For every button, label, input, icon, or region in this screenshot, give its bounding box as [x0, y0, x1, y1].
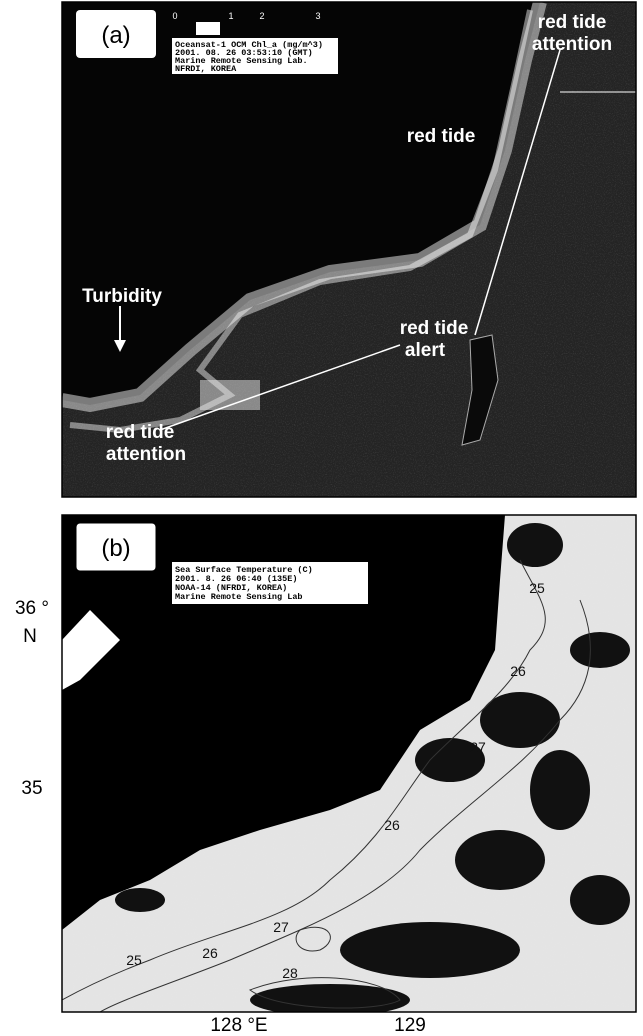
- annotation: Turbidity: [82, 286, 162, 307]
- info-line: NFRDI, KOREA: [175, 64, 237, 74]
- contour-label: 25: [126, 952, 142, 968]
- colorbar: [196, 22, 220, 35]
- colorbar-tick: 2: [259, 11, 264, 21]
- annotation: alert: [405, 340, 446, 361]
- annotation: red tide: [538, 12, 607, 33]
- contour-label: 28: [282, 965, 298, 981]
- contour-label: 26: [510, 663, 526, 679]
- lat-label: 36 °: [15, 598, 49, 619]
- lon-label: 129: [394, 1015, 426, 1036]
- contour-label: 27: [470, 739, 486, 755]
- lat-label: N: [23, 626, 37, 647]
- colorbar-tick: 1: [228, 11, 233, 21]
- contour-label: 26: [384, 817, 400, 833]
- lon-label: 128 °E: [210, 1015, 267, 1036]
- colorbar-tick: 0: [172, 11, 177, 21]
- panel-label: (b): [101, 535, 130, 562]
- annotation: red tide: [106, 422, 175, 443]
- annotation: attention: [106, 444, 186, 465]
- contour-label: 27: [273, 919, 289, 935]
- annotation: red tide: [400, 318, 469, 339]
- annotation: attention: [532, 34, 612, 55]
- page: {"panel_a": {"label": "(a)", "colorbar_t…: [0, 0, 643, 1036]
- annotation: red tide: [407, 126, 476, 147]
- colorbar-tick: 3: [315, 11, 320, 21]
- contour-label: 26: [202, 945, 218, 961]
- contour-label: 25: [529, 580, 545, 596]
- info-line: Marine Remote Sensing Lab: [175, 592, 303, 602]
- lat-label: 35: [21, 778, 42, 799]
- panel-label: (a): [101, 22, 130, 49]
- figure: (a) 0 1 2 3 Oceansat-1 OCM Chl_a (mg/m^3…: [0, 0, 643, 1036]
